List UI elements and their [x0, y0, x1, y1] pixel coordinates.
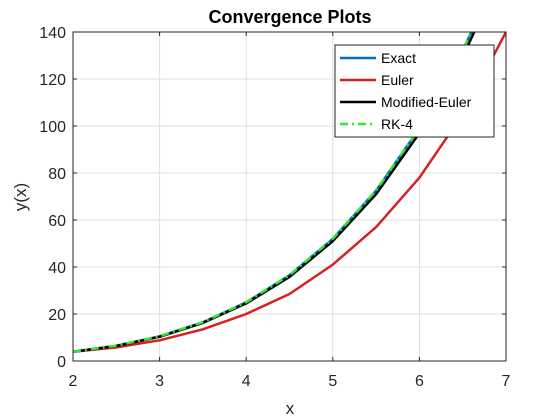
axis-ticks: 2 3 4 5 6 7 0 20 40 60 80 100 120 140 [39, 25, 510, 390]
plot-frame [72, 31, 507, 362]
y-tick-label: 60 [48, 213, 66, 230]
series-line-euler [73, 32, 506, 354]
y-tick-label: 40 [48, 260, 66, 277]
x-tick-label: 4 [242, 373, 251, 390]
y-tick-label: 100 [39, 119, 66, 136]
x-tick-label: 3 [155, 373, 164, 390]
x-tick-label: 7 [502, 373, 511, 390]
y-tick-label: 80 [48, 166, 66, 183]
chart-title: Convergence Plots [208, 7, 371, 27]
legend: Exact Euler Modified-Euler RK-4 [334, 44, 495, 138]
y-axis-label: y(x) [11, 183, 30, 211]
y-tick-label: 140 [39, 25, 66, 42]
x-tick-label: 6 [415, 373, 424, 390]
x-tick-label: 5 [328, 373, 337, 390]
y-tick-label: 0 [57, 354, 66, 371]
x-axis-label: x [286, 399, 295, 418]
x-tick-label: 2 [69, 373, 78, 390]
y-tick-label: 20 [48, 307, 66, 324]
legend-label-modified-euler: Modified-Euler [381, 94, 472, 110]
legend-box [334, 44, 495, 138]
series-line-rk-4 [73, 32, 473, 354]
legend-label-exact: Exact [381, 50, 416, 66]
y-tick-label: 120 [39, 72, 66, 89]
legend-label-rk-4: RK-4 [381, 116, 413, 132]
legend-label-euler: Euler [381, 72, 414, 88]
